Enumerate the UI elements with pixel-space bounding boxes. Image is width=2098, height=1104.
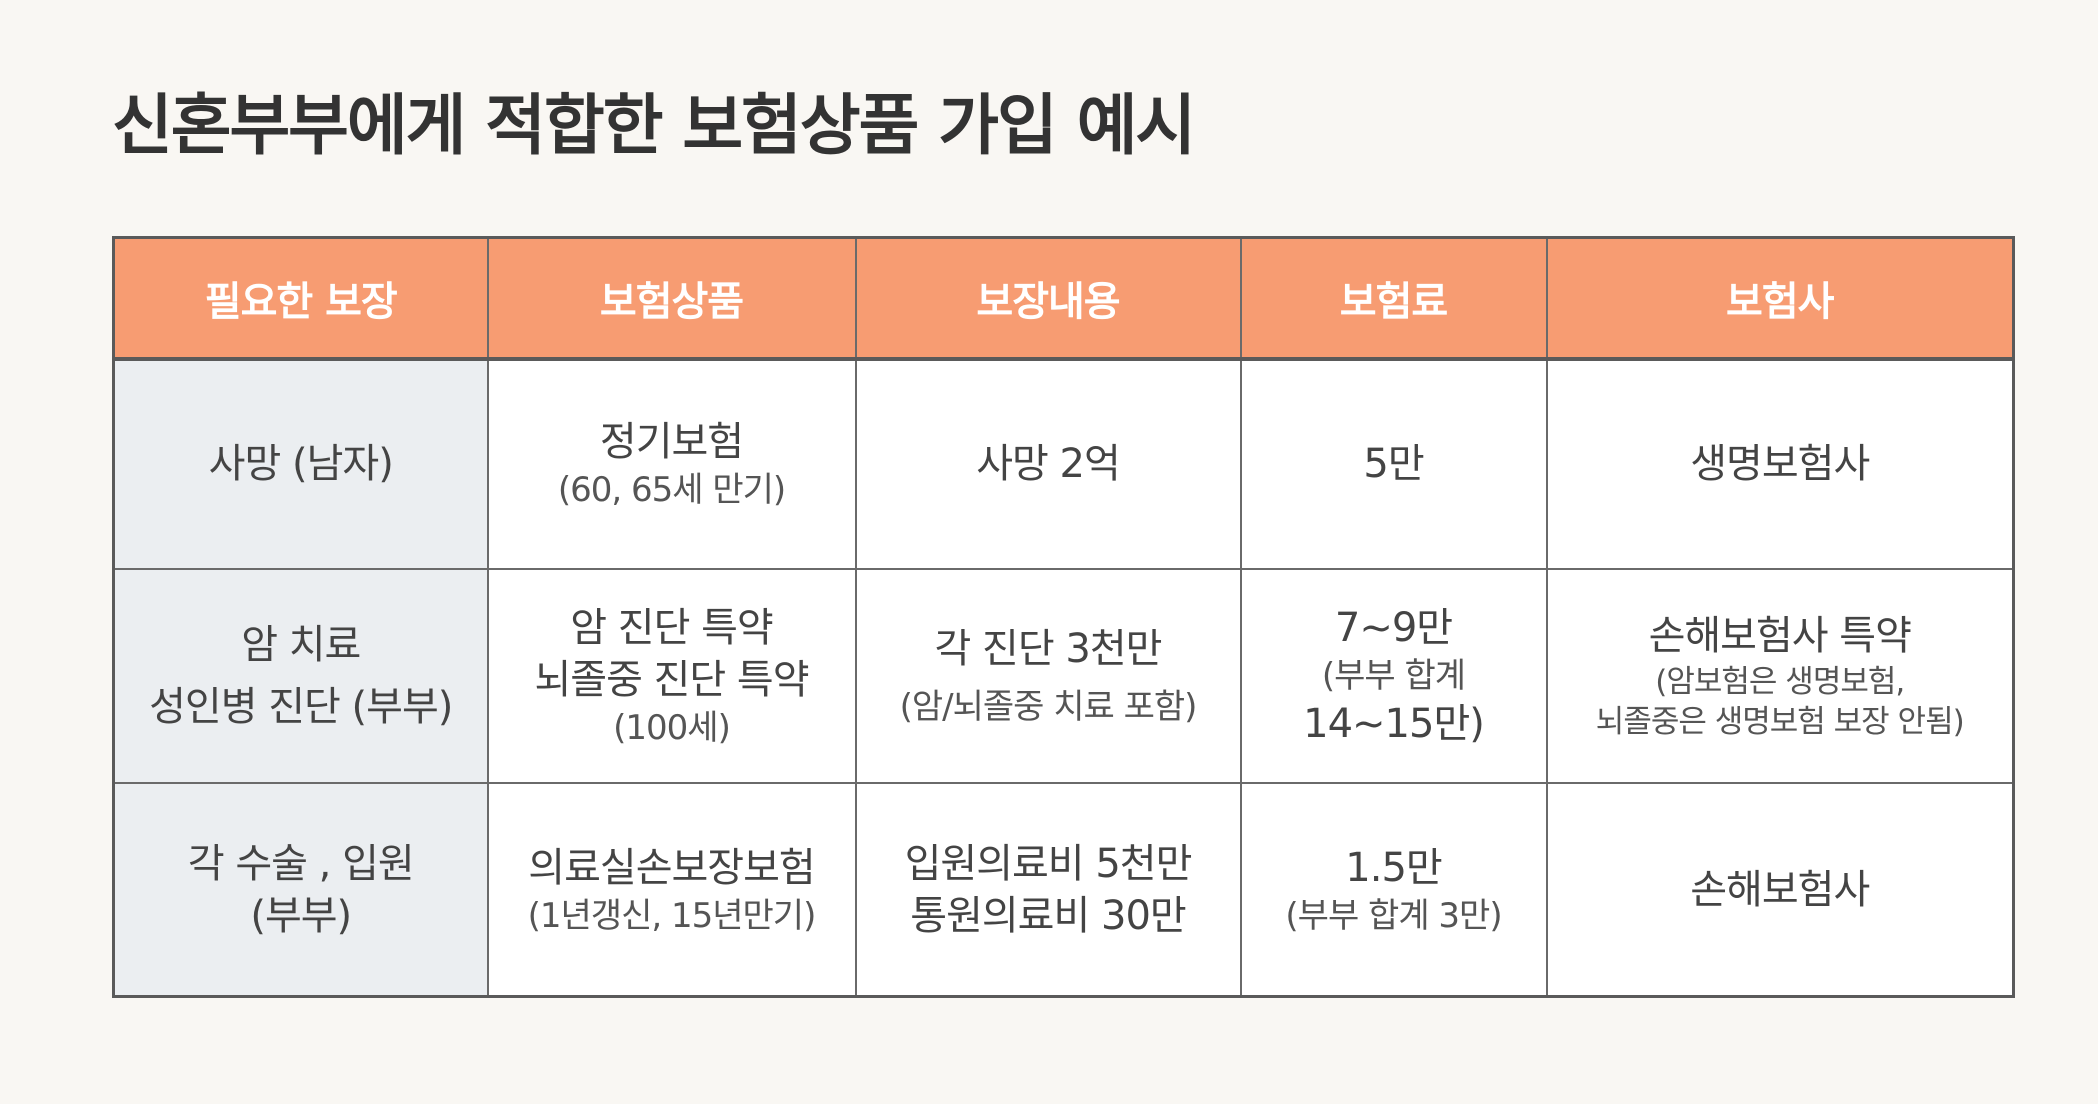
need-text: 암 치료: [241, 621, 361, 668]
need-text-2: (부부): [250, 892, 352, 939]
need-cell: 각 수술 , 입원 (부부): [112, 782, 489, 998]
product-term: (100세): [613, 707, 731, 748]
product-cell: 암 진단 특약 뇌졸중 진단 특약 (100세): [486, 567, 857, 785]
table-row: 사망 (남자) 정기보험 (60, 65세 만기) 사망 2억 5만 생명보험사: [112, 358, 2015, 570]
header-insurer: 보험사: [1545, 236, 2015, 361]
coverage-cell: 사망 2억: [854, 358, 1242, 570]
product-name: 정기보험: [599, 419, 744, 466]
table-row: 암 치료 성인병 진단 (부부) 암 진단 특약 뇌졸중 진단 특약 (100세…: [112, 567, 2015, 785]
coverage-cell: 입원의료비 5천만 통원의료비 30만: [854, 782, 1242, 998]
product-name-2: 뇌졸중 진단 특약: [534, 656, 809, 703]
premium-note: (부부 합계 3만): [1285, 895, 1502, 936]
need-text: 각 수술 , 입원: [187, 840, 415, 887]
premium-text: 7~9만: [1334, 604, 1453, 651]
need-cell: 사망 (남자): [112, 358, 489, 570]
insurer-text: 손해보험사: [1690, 866, 1870, 913]
header-product: 보험상품: [486, 236, 857, 361]
coverage-text-2: 통원의료비 30만: [910, 892, 1186, 939]
premium-total: 14~15만): [1303, 701, 1485, 748]
header-need: 필요한 보장: [112, 236, 489, 361]
coverage-cell: 각 진단 3천만 (암/뇌졸중 치료 포함): [854, 567, 1242, 785]
insurance-table: 필요한 보장 보험상품 보장내용 보험료 보험사 사망 (남자) 정기보험 (6…: [112, 236, 2015, 998]
insurer-note: (암보험은 생명보험,: [1655, 663, 1905, 700]
insurer-note-2: 뇌졸중은 생명보험 보장 안됨): [1595, 703, 1965, 740]
table-header-row: 필요한 보장 보험상품 보장내용 보험료 보험사: [112, 236, 2015, 361]
coverage-note: (암/뇌졸중 치료 포함): [899, 686, 1198, 727]
product-cell: 정기보험 (60, 65세 만기): [486, 358, 857, 570]
insurer-cell: 생명보험사: [1545, 358, 2015, 570]
premium-note: (부부 합계: [1321, 655, 1466, 696]
insurer-text: 손해보험사 특약: [1648, 612, 1912, 659]
premium-cell: 1.5만 (부부 합계 3만): [1239, 782, 1548, 998]
premium-text: 1.5만: [1345, 844, 1442, 891]
need-cell: 암 치료 성인병 진단 (부부): [112, 567, 489, 785]
coverage-text: 사망 2억: [976, 441, 1121, 488]
coverage-text: 입원의료비 5천만: [904, 840, 1193, 887]
insurer-text: 생명보험사: [1690, 441, 1870, 488]
header-premium: 보험료: [1239, 236, 1548, 361]
need-text: 사망 (남자): [208, 441, 394, 488]
page-title: 신혼부부에게 적합한 보험상품 가입 예시: [112, 87, 1196, 164]
product-cell: 의료실손보장보험 (1년갱신, 15년만기): [486, 782, 857, 998]
premium-text: 5만: [1363, 441, 1424, 488]
insurer-cell: 손해보험사: [1545, 782, 2015, 998]
premium-cell: 5만: [1239, 358, 1548, 570]
table-row: 각 수술 , 입원 (부부) 의료실손보장보험 (1년갱신, 15년만기) 입원…: [112, 782, 2015, 998]
premium-cell: 7~9만 (부부 합계 14~15만): [1239, 567, 1548, 785]
header-coverage: 보장내용: [854, 236, 1242, 361]
product-term: (60, 65세 만기): [557, 470, 786, 511]
need-text-2: 성인병 진단 (부부): [149, 683, 453, 730]
product-name: 의료실손보장보험: [528, 844, 815, 891]
product-term: (1년갱신, 15년만기): [527, 895, 817, 936]
insurer-cell: 손해보험사 특약 (암보험은 생명보험, 뇌졸중은 생명보험 보장 안됨): [1545, 567, 2015, 785]
product-name: 암 진단 특약: [570, 604, 773, 651]
coverage-text: 각 진단 3천만: [934, 625, 1163, 672]
